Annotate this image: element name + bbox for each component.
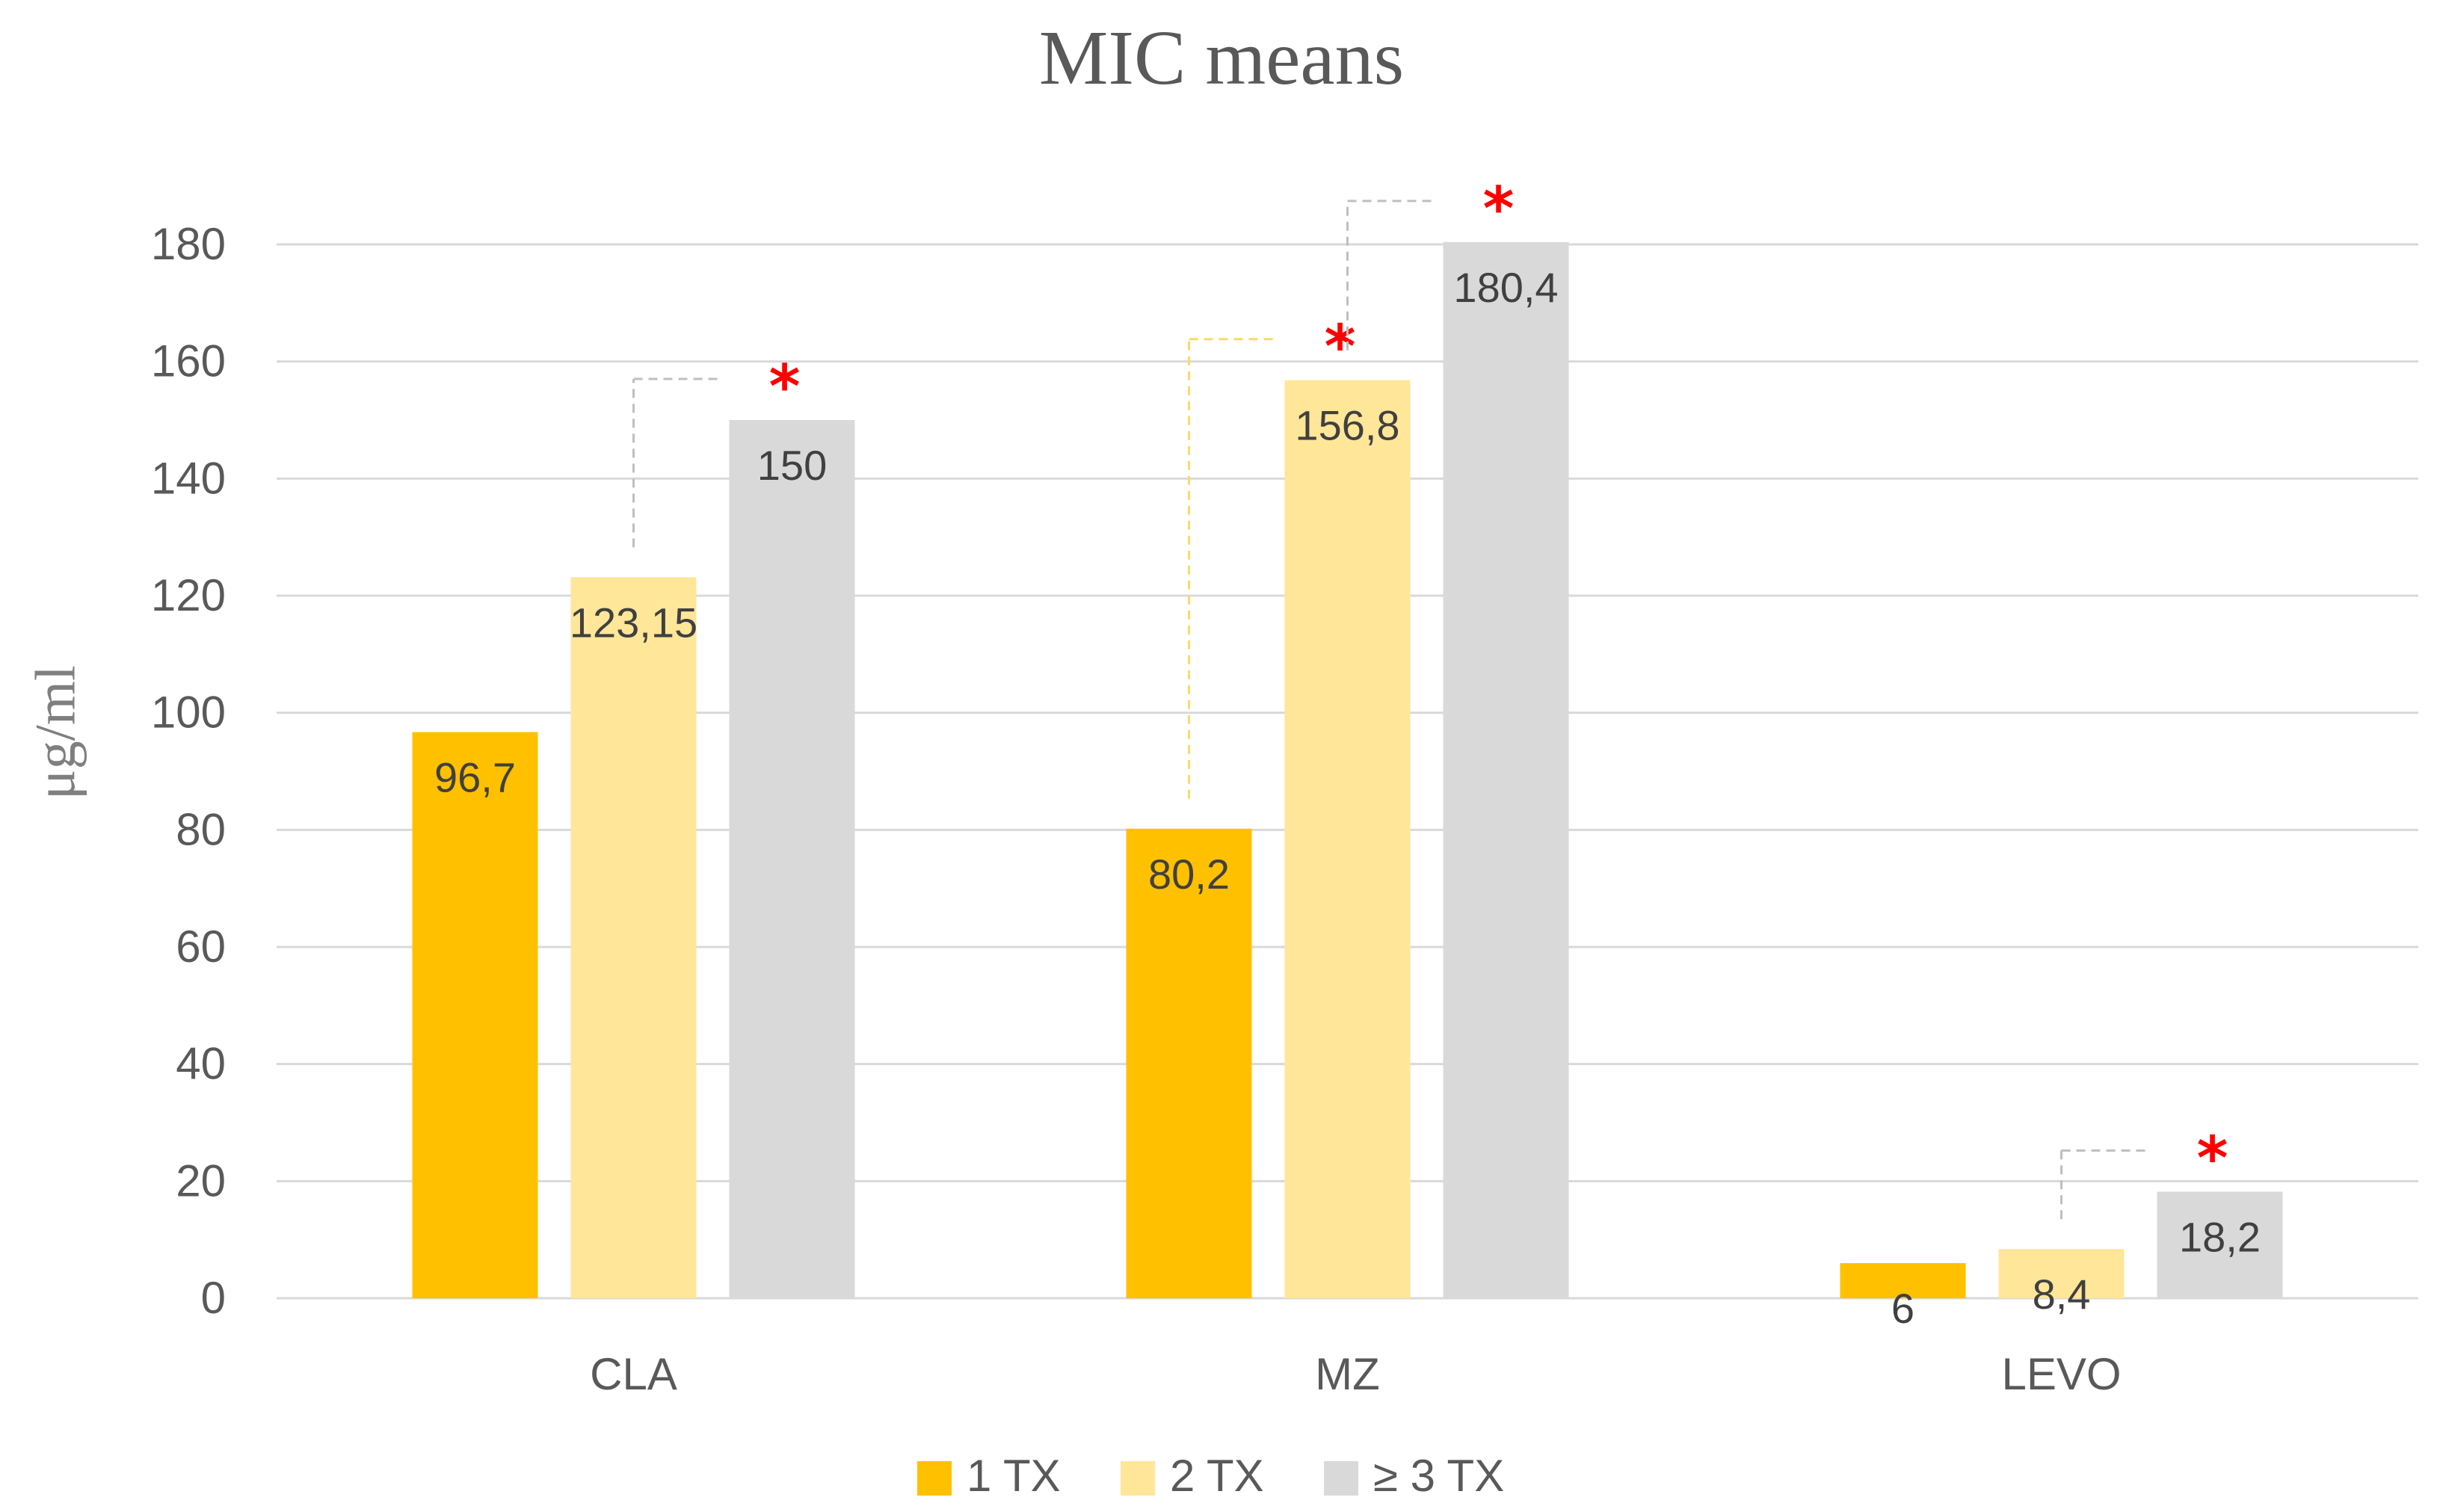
x-tick-label: CLA xyxy=(590,1349,677,1399)
x-tick-label: LEVO xyxy=(2001,1349,2121,1399)
y-tick-label: 0 xyxy=(201,1273,226,1323)
significance-marker: * xyxy=(1483,174,1515,244)
y-tick-label: 80 xyxy=(176,804,226,854)
legend-label: 1 TX xyxy=(967,1451,1061,1501)
data-label: 96,7 xyxy=(434,754,516,801)
chart-title: MIC means xyxy=(1038,15,1405,101)
y-tick-label: 180 xyxy=(151,219,226,269)
bar xyxy=(412,732,538,1298)
y-tick-label: 60 xyxy=(176,922,226,972)
bar xyxy=(2157,1191,2283,1298)
legend-label: ≥ 3 TX xyxy=(1373,1451,1504,1501)
significance-marker: * xyxy=(2197,1123,2228,1193)
bar xyxy=(729,420,855,1298)
y-tick-label: 140 xyxy=(151,453,226,503)
data-label: 123,15 xyxy=(570,599,697,646)
legend-swatch xyxy=(917,1461,952,1496)
data-label: 6 xyxy=(1891,1285,1914,1332)
data-label: 180,4 xyxy=(1453,264,1558,311)
bar xyxy=(1284,380,1411,1298)
y-tick-label: 40 xyxy=(176,1039,226,1089)
bar xyxy=(570,577,697,1298)
y-tick-label: 160 xyxy=(151,336,226,386)
data-label: 150 xyxy=(757,442,827,489)
bar xyxy=(1998,1249,2125,1298)
y-tick-label: 20 xyxy=(176,1155,226,1206)
legend-label: 2 TX xyxy=(1170,1451,1264,1501)
bar xyxy=(1840,1263,1966,1298)
y-tick-label: 100 xyxy=(151,688,226,738)
bar xyxy=(1126,828,1252,1298)
x-tick-label: MZ xyxy=(1315,1349,1380,1399)
significance-marker: * xyxy=(769,352,801,422)
data-label: 156,8 xyxy=(1295,402,1399,449)
data-label: 80,2 xyxy=(1148,851,1230,898)
bar xyxy=(1443,241,1569,1298)
data-label: 8,4 xyxy=(2033,1271,2091,1318)
legend-swatch xyxy=(1324,1461,1358,1496)
legend-swatch xyxy=(1121,1461,1155,1496)
y-tick-label: 120 xyxy=(151,570,226,620)
data-label: 18,2 xyxy=(2179,1213,2261,1260)
significance-marker: * xyxy=(1325,312,1356,382)
